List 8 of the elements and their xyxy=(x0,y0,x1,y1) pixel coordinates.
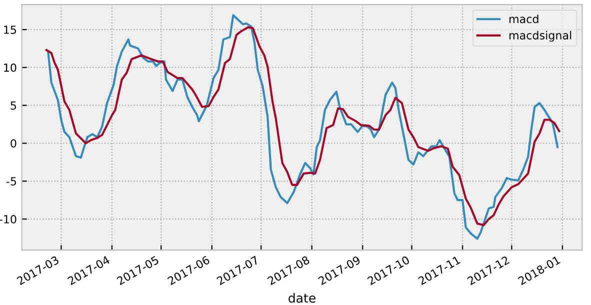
legend-label: macdsignal xyxy=(509,30,572,42)
y-tick-label: 10 xyxy=(4,63,16,72)
x-axis-title: date xyxy=(288,293,316,303)
y-tick-label: 0 xyxy=(10,139,16,148)
y-tick-label: 15 xyxy=(4,26,16,34)
y-tick-label: 5 xyxy=(10,101,16,110)
y-tick-label: -5 xyxy=(6,177,16,186)
legend-label: macd xyxy=(509,14,538,24)
